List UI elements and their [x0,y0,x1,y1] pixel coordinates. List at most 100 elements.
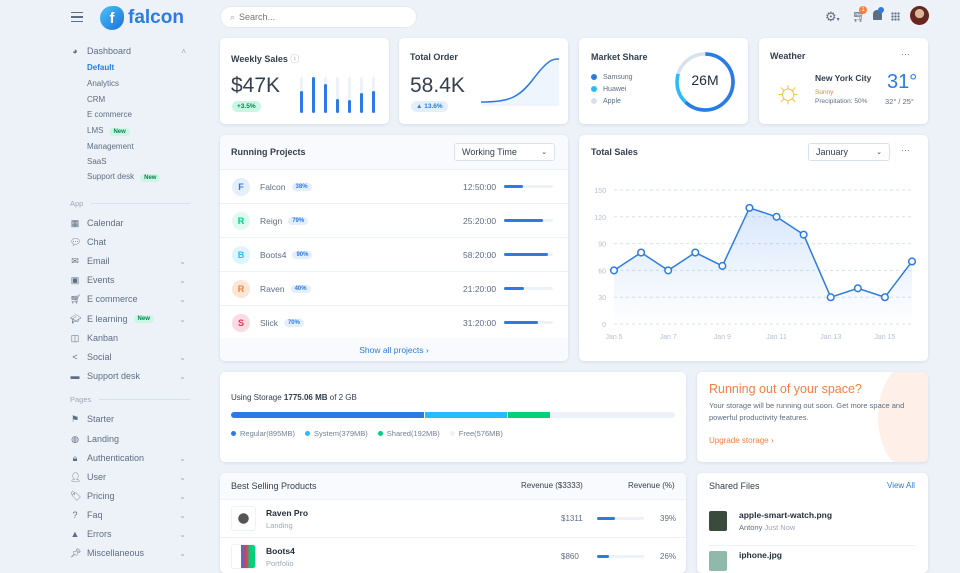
sidebar-item-support-desk[interactable]: ▬ Support desk ⌄ [70,371,187,381]
data-point[interactable] [609,266,619,275]
sidebar-item-faq[interactable]: ? Faq ⌄ [70,507,190,523]
weekly-sales-bar [336,77,339,113]
project-percent-badge: 70% [283,318,304,327]
x-tick-label: Jan 11 [766,334,787,341]
data-point[interactable] [745,203,754,212]
data-point[interactable] [880,293,889,302]
weather-condition: Sunny [815,89,834,96]
data-point[interactable] [799,230,808,239]
view-all-link[interactable]: View All [887,481,915,490]
sidebar-subitem[interactable]: E commerce [87,110,132,119]
best-selling-title: Best Selling Products [231,481,317,491]
product-name[interactable]: Boots4 [266,545,295,556]
search-box[interactable]: ⌕ [220,6,417,28]
info-icon[interactable]: ⓘ [290,54,300,64]
project-row[interactable]: B Boots4 90% 58:20:00 [220,237,568,271]
sidebar-item-calendar[interactable]: ▦ Calendar [70,217,124,229]
sidebar-subitem[interactable]: Default [87,63,115,72]
sidebar-item-starter[interactable]: ⚑ Starter [70,413,115,425]
shared-file-item[interactable]: apple-smart-watch.png Antony Just Now [709,508,916,546]
sidebar-item-user[interactable]: 👤︎ User ⌄ [70,471,186,483]
sidebar-item-e-learning[interactable]: 🎓︎ E learning New ⌄ [70,313,186,325]
product-name[interactable]: Raven Pro [266,507,309,518]
notification-bell-icon[interactable] [873,7,884,20]
project-row[interactable]: R Reign 79% 25:20:00 [220,203,568,237]
theme-settings-icon[interactable]: ⚙▾ [825,9,840,24]
file-name[interactable]: iphone.jpg [739,550,782,560]
product-thumbnail [231,544,256,569]
data-point[interactable] [826,293,835,302]
weekly-sales-card: Weekly Sales ⓘ $47K +3.5% [220,38,389,124]
project-name[interactable]: Reign [260,215,283,226]
file-owner: Antony [739,523,763,532]
x-tick-label: Jan 15 [874,334,895,341]
sidebar-item-errors[interactable]: ▲ Errors ⌄ [70,529,186,539]
apps-grid-icon[interactable] [891,12,900,21]
project-row[interactable]: R Raven 40% 21:20:00 [220,271,568,305]
sidebar-subitem[interactable]: Management [87,142,134,151]
project-name[interactable]: Raven [260,283,285,294]
sidebar-item-dashboard[interactable]: ◕ Dashboard ˄ [70,43,190,59]
more-options-icon[interactable]: ··· [901,49,910,59]
data-point[interactable] [718,261,727,270]
more-options-icon[interactable]: ··· [901,145,910,155]
product-row[interactable]: Raven Pro Landing $1311 39% [220,499,686,537]
chevron-down-icon: ⌄ [179,529,186,539]
project-row[interactable]: S Slick 70% 31:20:00 [220,305,568,339]
sidebar-item-kanban[interactable]: ◫ Kanban [70,332,119,344]
chevron-down-icon: ⌄ [179,294,186,304]
sidebar-subitem[interactable]: Support desk New [87,172,161,182]
data-point[interactable] [907,257,917,266]
project-name[interactable]: Slick [260,317,278,328]
storage-legend-item: Free(576MB) [449,429,503,438]
product-row[interactable]: Boots4 Portfolio $860 26% [220,537,686,573]
project-name[interactable]: Boots4 [260,249,287,260]
sidebar-item-pricing[interactable]: 🏷︎ Pricing ⌄ [70,490,186,502]
weekly-sales-bar [372,77,375,113]
storage-bar [231,412,675,418]
ticket-icon: ▬ [70,371,80,381]
revenue-progress-bar [597,517,644,520]
file-name[interactable]: apple-smart-watch.png [739,510,833,520]
show-all-projects-link[interactable]: Show all projects › [359,345,429,355]
brand-logo[interactable]: f falcon [100,6,184,30]
sidebar-item-email[interactable]: ✉ Email ⌄ [71,255,186,267]
user-avatar[interactable] [910,6,929,25]
sun-icon: ☼ [773,73,803,109]
envelope-icon: ✉ [71,255,79,266]
sidebar-item-e-commerce[interactable]: 🛒︎ E commerce ⌄ [70,293,186,305]
menu-toggle-icon[interactable] [71,12,83,22]
sidebar-item-miscellaneous[interactable]: 📌︎ Miscellaneous ⌄ [70,547,186,559]
shared-file-item[interactable]: iphone.jpg [709,548,916,573]
flag-icon: ⚑ [70,413,80,424]
weekly-sales-title: Weekly Sales [231,54,288,64]
search-input[interactable] [239,12,400,22]
sidebar-item-landing[interactable]: ◍ Landing [71,433,120,445]
sidebar-item-chat[interactable]: 💬︎ Chat [70,236,107,248]
project-progress-bar [504,321,553,324]
project-name[interactable]: Falcon [260,181,286,192]
sidebar-subitem[interactable]: Analytics [87,79,120,88]
sidebar-item-events[interactable]: ▣ Events ⌄ [70,274,186,286]
data-point[interactable] [664,266,673,275]
project-row[interactable]: F Falcon 38% 12:50:00 [220,169,568,203]
calendar-day-icon: ▣ [70,274,80,285]
sidebar-subitem[interactable]: SaaS [87,157,107,166]
cart-icon[interactable]: 🛒︎ 1 [852,6,868,23]
upgrade-storage-link[interactable]: Upgrade storage › [709,436,774,445]
month-select[interactable]: January ⌄ [808,143,890,161]
sidebar-item-social[interactable]: < Social ⌄ [70,349,190,365]
working-time-select[interactable]: Working Time ⌄ [454,143,555,161]
total-order-value: 58.4K [410,74,465,97]
sidebar-subitem[interactable]: LMS New [87,126,130,136]
product-revenue-percent: 26% [660,552,677,561]
weekly-sales-bar [312,77,315,113]
data-point[interactable] [853,284,862,293]
sidebar-subitem[interactable]: CRM [87,95,106,104]
data-point[interactable] [691,248,700,257]
sidebar-item-authentication[interactable]: 🔒︎ Authentication ⌄ [70,450,190,466]
data-point[interactable] [637,248,646,257]
data-point[interactable] [772,212,781,221]
file-thumbnail [709,511,727,531]
chevron-down-icon: ⌄ [179,453,186,463]
